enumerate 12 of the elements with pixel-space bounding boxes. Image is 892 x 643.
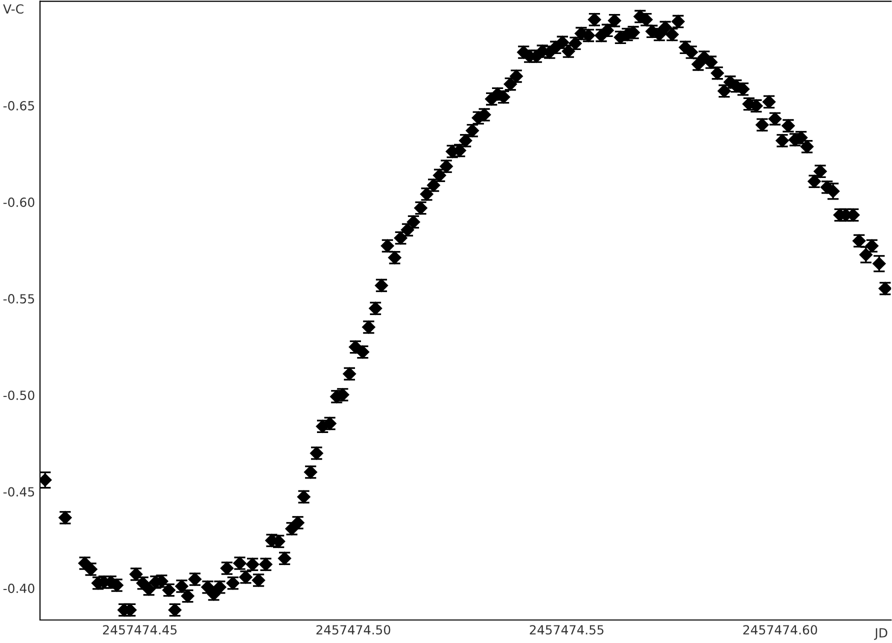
y-tick-label: -0.45 (3, 487, 34, 497)
x-axis-title: JD (874, 628, 888, 640)
y-axis-title: V-C (3, 4, 24, 14)
y-tick-label: -0.65 (3, 101, 34, 110)
x-tick-label: 2457474.60 (743, 625, 818, 635)
x-tick-label: 2457474.55 (530, 625, 604, 635)
x-tick-label: 2457474.45 (103, 625, 177, 635)
y-tick-label: -0.60 (3, 198, 34, 207)
y-tick-label: -0.50 (3, 390, 34, 400)
x-tick-label: 2457474.50 (316, 625, 390, 635)
y-tick-label: -0.40 (3, 584, 34, 594)
y-tick-label: -0.55 (3, 294, 34, 304)
